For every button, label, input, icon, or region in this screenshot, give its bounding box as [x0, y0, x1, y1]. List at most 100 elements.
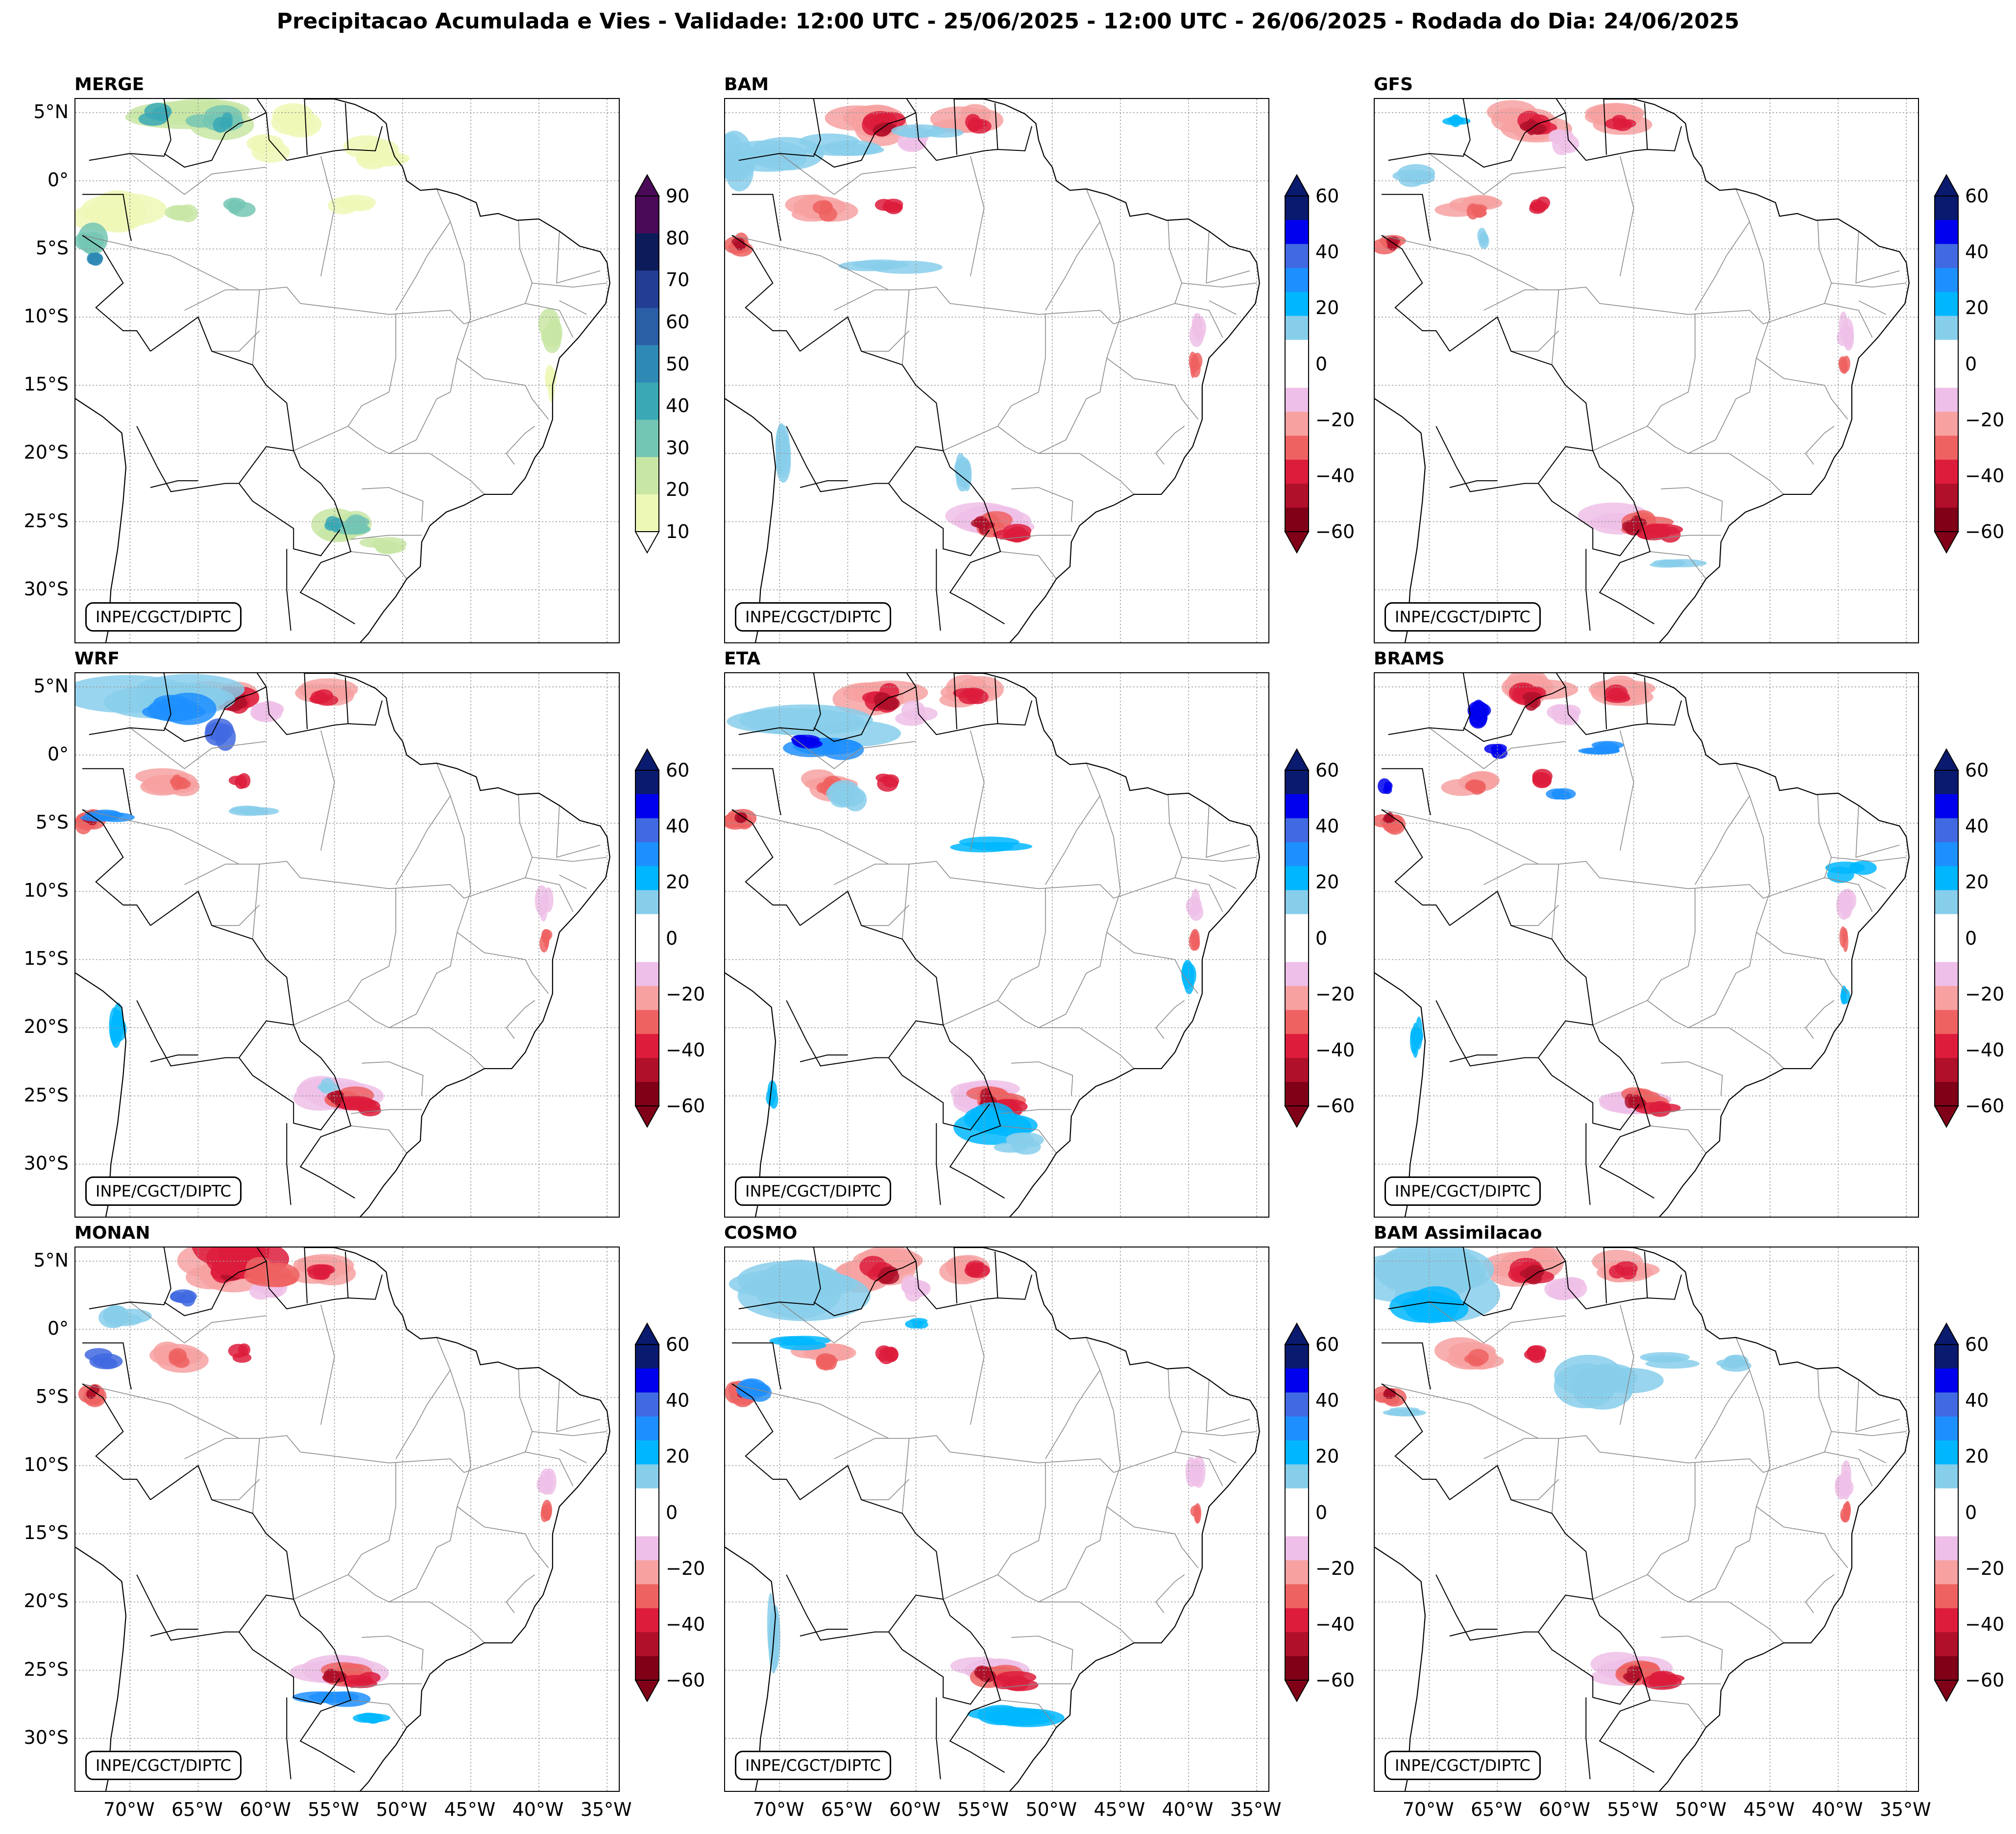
precip-area [1467, 701, 1489, 720]
country-border [1449, 480, 1498, 488]
state-border [1038, 221, 1121, 454]
colorbar-segment [1285, 1416, 1309, 1441]
colorbar [634, 1322, 660, 1702]
colorbar-tick-label: 40 [1965, 241, 1989, 263]
country-border [1449, 1629, 1498, 1637]
colorbar-segment [635, 382, 659, 420]
precip-area [824, 1354, 837, 1370]
colorbar-segment [1285, 1010, 1309, 1034]
longitude-label: 60°W [240, 1799, 291, 1820]
colorbar-segment [1285, 1608, 1309, 1633]
map-canvas [725, 673, 1268, 1217]
precip-area [877, 1270, 892, 1284]
state-border [348, 1574, 389, 1603]
country-border [304, 1247, 308, 1304]
country-border [150, 1054, 198, 1062]
precip-area [379, 544, 400, 554]
state-border [184, 863, 260, 885]
panel-title-wrf: WRF [74, 649, 120, 669]
precip-area [221, 117, 232, 127]
state-border [1381, 809, 1539, 865]
colorbar-segment [1935, 316, 1958, 341]
latitude-label: 15°S [24, 373, 69, 395]
state-border [518, 1369, 533, 1452]
state-border [1483, 863, 1559, 885]
country-border [1381, 194, 1432, 241]
map-panel-merge: INPE/CGCT/DIPTC [74, 98, 620, 643]
state-border [1113, 1451, 1223, 1487]
state-border [1620, 156, 1634, 276]
country-border [1603, 673, 1607, 730]
colorbar-segment [1935, 794, 1958, 819]
state-border [861, 330, 910, 352]
country-border [239, 1057, 340, 1131]
precip-area [901, 1279, 929, 1296]
country-border [888, 483, 990, 557]
country-border [136, 426, 294, 492]
precip-area [1613, 118, 1632, 131]
colorbar-segment [635, 1584, 659, 1609]
coastline [1375, 398, 1426, 642]
country-border [915, 1261, 1033, 1310]
colorbar-segment [1285, 1584, 1309, 1609]
map-panel-gfs: INPE/CGCT/DIPTC [1374, 98, 1919, 643]
precip-area [1622, 520, 1640, 533]
state-border [1831, 282, 1907, 288]
colorbar-tick-label: −40 [1965, 1039, 2005, 1061]
longitude-label: 35°W [1230, 1799, 1282, 1820]
state-border [901, 287, 1114, 365]
map-canvas [725, 1247, 1268, 1791]
state-border [252, 287, 464, 365]
colorbar-segment [1285, 196, 1309, 220]
precip-area [777, 1336, 831, 1345]
colorbar-segment [635, 233, 659, 271]
state-border [350, 1125, 407, 1153]
colorbar-segment [1285, 1034, 1309, 1058]
colorbar-tick-label: 60 [1965, 185, 1989, 207]
country-border [1435, 426, 1593, 492]
state-border [1155, 426, 1185, 465]
state-border [1167, 220, 1182, 304]
state-border [970, 730, 985, 851]
latitude-label: 10°S [24, 305, 69, 327]
map-canvas [1375, 1247, 1918, 1791]
colorbar-segment [1935, 1440, 1958, 1465]
colorbar [1934, 174, 1959, 554]
country-border [304, 99, 308, 155]
state-border [1000, 1699, 1057, 1728]
colorbar-tick-label: −20 [1965, 409, 2005, 431]
latitude-label: 30°S [24, 1726, 69, 1748]
state-border [997, 1000, 1039, 1028]
colorbar-tick-label: −60 [666, 1095, 705, 1117]
precip-area [1193, 935, 1200, 949]
colorbar-tick-label: −40 [1965, 1613, 2005, 1635]
colorbar-segment [1285, 986, 1309, 1010]
colorbar-segment [1285, 220, 1309, 245]
state-border [212, 905, 260, 926]
country-border [786, 1000, 944, 1067]
colorbar-segment [1285, 842, 1309, 867]
colorbar [1284, 174, 1310, 554]
longitude-label: 35°W [580, 1799, 632, 1820]
longitude-label: 40°W [1811, 1799, 1863, 1820]
precip-area [342, 522, 369, 534]
colorbar-tick-label: 0 [1965, 353, 1977, 375]
precip-area [1628, 1095, 1644, 1107]
precip-area [1005, 1132, 1034, 1147]
coastline [75, 398, 127, 642]
colorbar-segment [635, 794, 659, 819]
state-border [389, 796, 471, 1028]
colorbar-segment [635, 1368, 659, 1393]
country-border [82, 1383, 151, 1500]
state-border [1661, 487, 1723, 522]
colorbar-tick-label: 10 [666, 521, 690, 542]
state-border [348, 1000, 389, 1028]
credit-label: INPE/CGCT/DIPTC [85, 1751, 242, 1780]
precip-area [1840, 988, 1850, 1004]
latitude-label: 30°S [24, 1152, 69, 1174]
country-border [731, 768, 782, 815]
latitude-label: 0° [47, 169, 69, 191]
precip-area [879, 1347, 897, 1356]
colorbar-segment [635, 457, 659, 495]
colorbar-segment [1285, 890, 1309, 915]
